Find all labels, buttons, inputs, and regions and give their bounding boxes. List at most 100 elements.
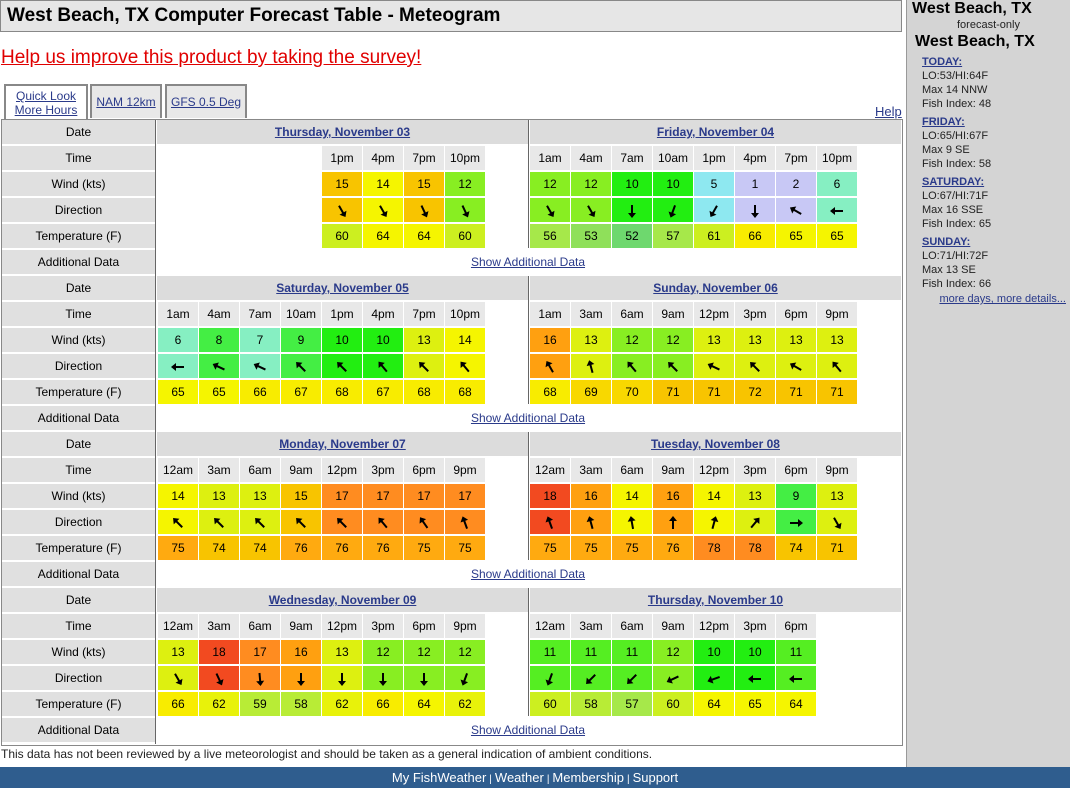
wind-speed-cell: 17 <box>322 484 362 508</box>
label-divider <box>155 588 156 744</box>
time-cell: 3am <box>571 458 611 482</box>
footer-link-weather[interactable]: Weather <box>494 770 544 785</box>
wind-direction-cell <box>653 354 693 378</box>
wind-direction-arrow-icon <box>668 361 678 372</box>
wind-direction-cell <box>199 666 239 690</box>
tab-gfs-05[interactable]: GFS 0.5 Deg <box>165 84 247 118</box>
wind-direction-cell <box>322 666 362 690</box>
day-link[interactable]: Saturday, November 05 <box>276 281 409 295</box>
time-cell: 12am <box>530 458 570 482</box>
wind-direction-cell <box>530 354 570 378</box>
temperature-cell: 62 <box>199 692 239 716</box>
wind-direction-arrow-icon <box>669 515 677 529</box>
wind-direction-cell <box>530 510 570 534</box>
wind-speed-cell: 12 <box>445 640 485 664</box>
help-link[interactable]: Help <box>875 104 902 119</box>
wind-direction-arrow-icon <box>296 517 306 528</box>
temperature-cell: 66 <box>735 224 775 248</box>
show-additional-data-link[interactable]: Show Additional Data <box>470 255 586 269</box>
footer-sep: | <box>489 774 492 785</box>
temperature-cell: 67 <box>281 380 321 404</box>
sidebar-day-link[interactable]: SATURDAY: <box>922 176 985 188</box>
temperature-cell: 70 <box>612 380 652 404</box>
time-cell: 6pm <box>404 458 444 482</box>
wind-speed-cell: 13 <box>240 484 280 508</box>
sidebar-day-link[interactable]: SUNDAY: <box>922 236 971 248</box>
footer-link-support[interactable]: Support <box>632 770 679 785</box>
row-label-temperature: Temperature (F) <box>2 224 155 248</box>
wind-direction-arrow-icon <box>420 672 428 686</box>
wind-speed-cell: 17 <box>404 484 444 508</box>
tab-nam-12km[interactable]: NAM 12km <box>90 84 162 118</box>
wind-direction-cell <box>363 198 403 222</box>
wind-direction-cell <box>445 510 485 534</box>
wind-direction-cell <box>735 510 775 534</box>
day-link[interactable]: Thursday, November 10 <box>647 593 784 607</box>
wind-direction-cell <box>158 510 198 534</box>
temperature-cell: 68 <box>322 380 362 404</box>
day-link[interactable]: Wednesday, November 09 <box>268 593 417 607</box>
footer-sep: | <box>546 774 550 785</box>
wind-speed-cell: 13 <box>735 328 775 352</box>
time-cell: 7am <box>240 302 280 326</box>
survey-link[interactable]: Help us improve this product by taking t… <box>1 47 422 68</box>
tab-quick-look[interactable]: Quick Look More Hours <box>4 84 88 120</box>
temperature-cell: 74 <box>240 536 280 560</box>
more-days-link[interactable]: more days, more details... <box>939 293 1066 305</box>
time-cell: 6am <box>612 614 652 638</box>
day-link[interactable]: Friday, November 04 <box>656 125 775 139</box>
wind-speed-cell: 12 <box>571 172 611 196</box>
wind-speed-cell: 18 <box>199 640 239 664</box>
sidebar-day-fish: Fish Index: 66 <box>922 278 992 290</box>
wind-speed-cell: 17 <box>363 484 403 508</box>
day-link[interactable]: Monday, November 07 <box>279 437 406 451</box>
time-cell: 4am <box>571 146 611 170</box>
wind-speed-cell: 12 <box>445 172 485 196</box>
wind-direction-cell <box>404 354 444 378</box>
row-label-direction: Direction <box>2 510 155 534</box>
sidebar-subtitle: forecast-only <box>957 19 1020 31</box>
tab-nam-label[interactable]: NAM 12km <box>96 95 156 109</box>
day-link[interactable]: Thursday, November 03 <box>274 125 411 139</box>
wind-speed-cell: 1 <box>735 172 775 196</box>
wind-direction-arrow-icon <box>586 516 595 529</box>
tab-more-hours-label[interactable]: More Hours <box>14 103 78 117</box>
time-cell: 4pm <box>363 302 403 326</box>
tab-gfs-label[interactable]: GFS 0.5 Deg <box>170 95 242 109</box>
time-cell: 1am <box>158 302 198 326</box>
temperature-cell: 71 <box>653 380 693 404</box>
time-cell: 1am <box>530 302 570 326</box>
footer-link-my-fishweather[interactable]: My FishWeather <box>391 770 487 785</box>
wind-speed-cell: 13 <box>735 484 775 508</box>
wind-direction-cell <box>281 354 321 378</box>
sidebar-day-link[interactable]: TODAY: <box>922 56 963 68</box>
time-cell: 6pm <box>776 302 816 326</box>
day-link[interactable]: Sunday, November 06 <box>653 281 778 295</box>
row-label-time: Time <box>2 146 155 170</box>
time-cell: 3am <box>199 614 239 638</box>
time-cell: 1pm <box>322 146 362 170</box>
row-label-time: Time <box>2 302 155 326</box>
time-cell: 9am <box>653 302 693 326</box>
footer-link-membership[interactable]: Membership <box>552 770 624 785</box>
wind-direction-cell <box>776 510 816 534</box>
show-additional-data-link[interactable]: Show Additional Data <box>470 723 586 737</box>
wind-direction-arrow-icon <box>215 672 224 686</box>
show-additional-data-link[interactable]: Show Additional Data <box>470 411 586 425</box>
show-additional-data-link[interactable]: Show Additional Data <box>470 567 586 581</box>
wind-direction-cell <box>445 666 485 690</box>
row-label-date: Date <box>2 588 155 612</box>
row-label-temperature: Temperature (F) <box>2 380 155 404</box>
wind-direction-arrow-icon <box>255 517 265 528</box>
wind-direction-cell <box>404 666 444 690</box>
wind-direction-cell <box>653 666 693 690</box>
wind-direction-cell <box>240 354 280 378</box>
wind-direction-cell <box>776 666 816 690</box>
temperature-cell: 61 <box>694 224 734 248</box>
wind-speed-cell: 2 <box>776 172 816 196</box>
sidebar-day-link[interactable]: FRIDAY: <box>922 116 965 128</box>
wind-direction-arrow-icon <box>338 672 346 686</box>
tab-quick-look-label[interactable]: Quick Look <box>15 89 77 103</box>
wind-direction-cell <box>158 354 198 378</box>
day-link[interactable]: Tuesday, November 08 <box>651 437 780 451</box>
